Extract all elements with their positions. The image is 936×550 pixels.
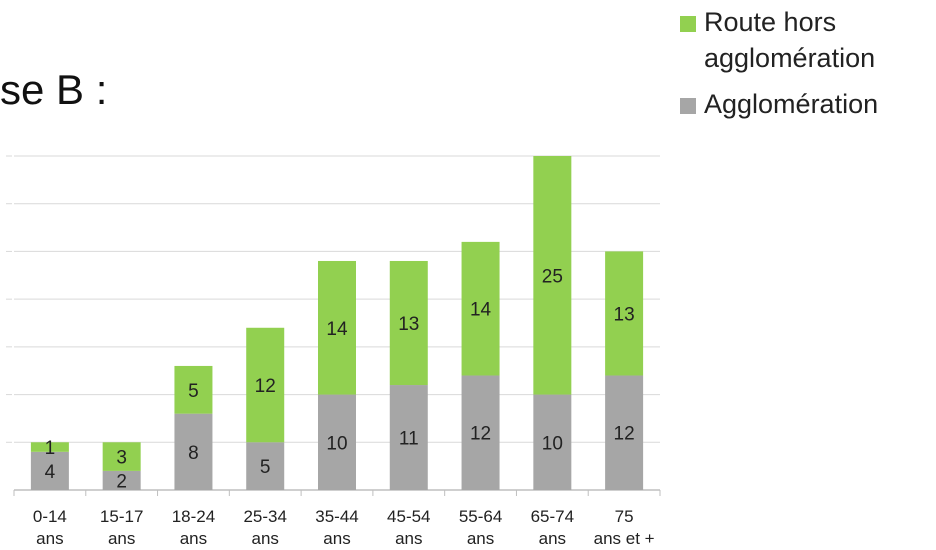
bar-agglomeration <box>318 394 356 490</box>
data-label: 13 <box>398 314 419 335</box>
data-label: 13 <box>614 304 635 325</box>
data-label: 12 <box>255 376 276 397</box>
data-label: 4 <box>45 462 56 483</box>
data-label: 14 <box>326 319 348 340</box>
data-label: 5 <box>188 381 199 402</box>
x-tick-label: 55-64 ans <box>459 507 502 548</box>
bar-route <box>605 251 644 376</box>
bar-route <box>174 365 213 414</box>
data-label: 8 <box>188 443 199 464</box>
x-tick-label: 18-24 ans <box>172 507 215 548</box>
legend-swatch-agglomeration <box>680 98 696 114</box>
bar-agglomeration <box>461 375 500 490</box>
legend-item-agglomeration: Agglomération <box>680 86 936 122</box>
legend-swatch-route <box>680 16 696 32</box>
legend-label-agglomeration: Agglomération <box>704 89 879 119</box>
data-label: 12 <box>614 424 635 445</box>
bar-route <box>246 327 285 443</box>
bar-agglomeration <box>102 470 141 490</box>
data-label: 14 <box>470 300 492 321</box>
chart-caption: se B : <box>0 66 108 113</box>
data-label: 3 <box>116 448 127 469</box>
bar-route <box>461 241 500 376</box>
bar-route <box>30 442 69 452</box>
bar-agglomeration <box>605 375 644 490</box>
data-label: 12 <box>470 424 491 445</box>
bar-agglomeration <box>389 385 428 490</box>
bar-agglomeration <box>30 451 69 490</box>
bar-route <box>318 260 356 395</box>
data-label: 10 <box>542 433 563 454</box>
x-tick-label: 65-74 ans <box>531 507 574 548</box>
data-label: 1 <box>45 438 56 459</box>
x-tick-label: 25-34 ans <box>243 507 286 548</box>
x-tick-label: 35-44 ans <box>315 507 358 548</box>
x-tick-label: 0-14 ans <box>33 507 67 548</box>
data-label: 2 <box>116 471 127 492</box>
bar-agglomeration <box>533 394 572 490</box>
x-tick-label: 75 ans et + <box>594 507 655 548</box>
bar-agglomeration <box>246 442 285 490</box>
bar-route <box>102 442 141 471</box>
x-tick-label: 45-54 ans <box>387 507 430 548</box>
bar-route <box>533 156 572 395</box>
legend: Route hors agglomération Agglomération <box>680 4 936 132</box>
data-label: 5 <box>260 457 271 478</box>
data-label: 10 <box>326 433 347 454</box>
x-tick-label: 15-17 ans <box>100 507 143 548</box>
legend-item-route: Route hors agglomération <box>680 4 936 76</box>
legend-label-route: Route hors agglomération <box>704 7 876 73</box>
data-label: 25 <box>542 266 563 287</box>
data-label: 11 <box>399 429 419 450</box>
bar-agglomeration <box>174 413 213 490</box>
bar-route <box>389 260 428 386</box>
